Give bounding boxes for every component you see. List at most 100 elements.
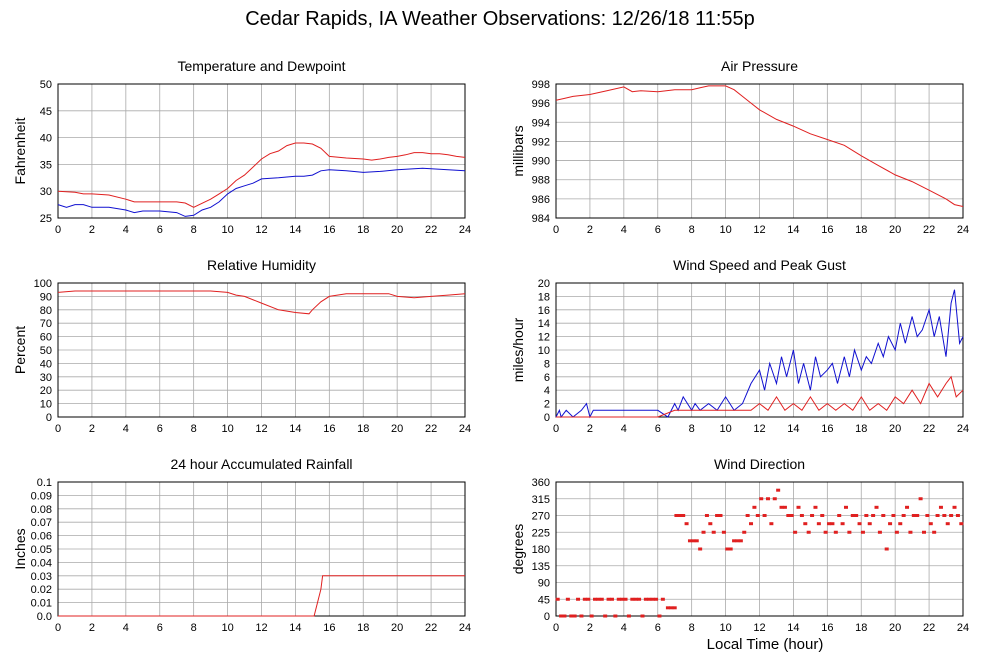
x-tick-label: 16 bbox=[821, 622, 833, 634]
plot-frame bbox=[555, 83, 964, 219]
x-tick-label: 6 bbox=[157, 423, 163, 435]
direction-point bbox=[643, 597, 648, 601]
direction-point bbox=[850, 514, 855, 517]
x-tick-label: 16 bbox=[821, 423, 833, 435]
x-tick-label: 0 bbox=[55, 423, 61, 435]
direction-point bbox=[905, 505, 910, 509]
direction-point bbox=[650, 597, 655, 601]
y-tick-label: 10 bbox=[40, 399, 52, 411]
direction-point bbox=[715, 514, 720, 517]
direction-point bbox=[609, 597, 614, 601]
direction-point bbox=[589, 614, 594, 618]
direction-point bbox=[579, 614, 584, 618]
direction-point bbox=[562, 614, 567, 618]
x-tick-label: 16 bbox=[821, 224, 833, 236]
x-tick-label: 8 bbox=[689, 622, 695, 634]
x-tick-label: 20 bbox=[889, 224, 901, 236]
x-tick-label: 2 bbox=[89, 224, 95, 236]
direction-point bbox=[949, 514, 954, 517]
direction-point bbox=[888, 522, 893, 526]
chart-title: Relative Humidity bbox=[207, 257, 316, 273]
x-tick-label: 18 bbox=[357, 622, 369, 634]
x-tick-label: 4 bbox=[621, 423, 627, 435]
chart-panel-rain: 0 2 4 6 8 10 12 14 16 18 20 22 240.00.010.020.030.04… bbox=[12, 456, 471, 634]
direction-point bbox=[603, 614, 608, 618]
x-tick-label: 24 bbox=[459, 622, 471, 634]
direction-point bbox=[576, 597, 581, 601]
x-tick-label: 2 bbox=[89, 622, 95, 634]
direction-point bbox=[593, 597, 598, 601]
direction-point bbox=[908, 530, 913, 534]
x-tick-label: 0 bbox=[55, 622, 61, 634]
direction-point bbox=[959, 522, 964, 526]
y-tick-label: 994 bbox=[532, 117, 550, 129]
direction-point bbox=[674, 514, 679, 517]
direction-point bbox=[854, 514, 859, 517]
x-tick-label: 20 bbox=[889, 622, 901, 634]
direction-point bbox=[911, 514, 916, 517]
x-tick-label: 4 bbox=[123, 224, 129, 236]
x-tick-label: 24 bbox=[957, 224, 969, 236]
y-tick-label: 50 bbox=[40, 345, 52, 357]
y-tick-label: 0.02 bbox=[31, 584, 52, 596]
direction-point bbox=[742, 530, 747, 534]
direction-point bbox=[701, 530, 706, 534]
x-tick-label: 8 bbox=[191, 622, 197, 634]
y-tick-label: 30 bbox=[40, 186, 52, 198]
direction-point bbox=[955, 514, 960, 517]
y-tick-label: 0.07 bbox=[31, 517, 52, 529]
y-tick-label: 6 bbox=[544, 372, 550, 384]
direction-point bbox=[776, 488, 781, 492]
direction-point bbox=[928, 522, 933, 526]
y-tick-label: 0.03 bbox=[31, 571, 52, 583]
x-tick-label: 10 bbox=[719, 622, 731, 634]
y-tick-label: 0.01 bbox=[31, 598, 52, 610]
direction-point bbox=[779, 505, 784, 509]
direction-point bbox=[721, 530, 726, 534]
direction-point bbox=[755, 514, 760, 517]
direction-point bbox=[921, 530, 926, 534]
x-tick-label: 6 bbox=[655, 224, 661, 236]
x-tick-label: 22 bbox=[923, 622, 935, 634]
x-tick-label: 10 bbox=[221, 622, 233, 634]
x-tick-label: 12 bbox=[255, 224, 267, 236]
plot-frame bbox=[555, 481, 964, 617]
y-axis-label: Fahrenheit bbox=[12, 117, 28, 184]
x-tick-label: 22 bbox=[425, 224, 437, 236]
y-tick-label: 90 bbox=[40, 291, 52, 303]
direction-point bbox=[898, 522, 903, 526]
x-tick-label: 4 bbox=[621, 622, 627, 634]
direction-point bbox=[877, 530, 882, 534]
y-tick-label: 990 bbox=[532, 156, 550, 168]
y-tick-label: 16 bbox=[538, 305, 550, 317]
y-tick-label: 90 bbox=[538, 578, 550, 590]
direction-point bbox=[640, 614, 645, 618]
x-tick-label: 6 bbox=[655, 423, 661, 435]
y-axis-label: Percent bbox=[12, 326, 28, 374]
x-tick-label: 18 bbox=[855, 622, 867, 634]
direction-point bbox=[657, 614, 662, 618]
direction-point bbox=[803, 522, 808, 526]
direction-point bbox=[867, 522, 872, 526]
direction-point bbox=[732, 539, 737, 543]
direction-point bbox=[711, 530, 716, 534]
direction-point bbox=[857, 522, 862, 526]
x-tick-label: 8 bbox=[689, 423, 695, 435]
chart-title: 24 hour Accumulated Rainfall bbox=[170, 456, 352, 472]
direction-point bbox=[864, 514, 869, 517]
direction-point bbox=[894, 530, 899, 534]
direction-point bbox=[555, 597, 560, 601]
y-tick-label: 0.05 bbox=[31, 544, 52, 556]
direction-point bbox=[613, 614, 618, 618]
direction-point bbox=[725, 547, 730, 551]
x-tick-label: 22 bbox=[923, 423, 935, 435]
direction-point bbox=[669, 606, 674, 610]
x-tick-label: 22 bbox=[923, 224, 935, 236]
y-tick-label: 992 bbox=[532, 136, 550, 148]
x-tick-label: 6 bbox=[157, 224, 163, 236]
x-tick-label: 2 bbox=[587, 224, 593, 236]
x-tick-label: 12 bbox=[753, 423, 765, 435]
direction-point bbox=[647, 597, 652, 601]
direction-point bbox=[762, 514, 767, 517]
direction-point bbox=[932, 530, 937, 534]
